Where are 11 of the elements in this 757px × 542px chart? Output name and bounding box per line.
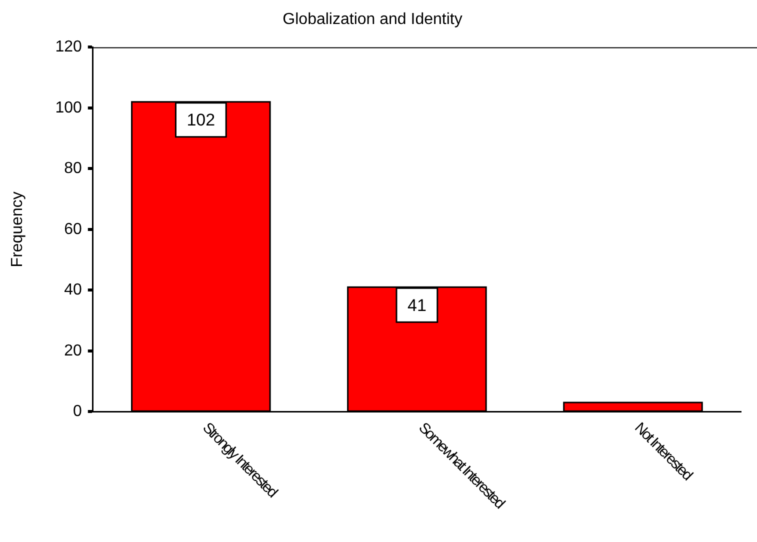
y-axis-title: Frequency bbox=[9, 192, 26, 268]
data-label: 41 bbox=[407, 296, 426, 315]
y-tick-label: 40 bbox=[64, 282, 82, 299]
y-tick-label: 20 bbox=[64, 342, 82, 360]
data-label: 102 bbox=[186, 110, 216, 130]
y-tick-label: 120 bbox=[55, 38, 82, 56]
chart-title: Globalization and Identity bbox=[282, 11, 462, 28]
y-tick-label: 0 bbox=[72, 403, 82, 420]
y-tick-label: 60 bbox=[64, 220, 82, 238]
y-tick-label: 80 bbox=[64, 160, 82, 178]
y-tick-label: 100 bbox=[55, 99, 82, 116]
